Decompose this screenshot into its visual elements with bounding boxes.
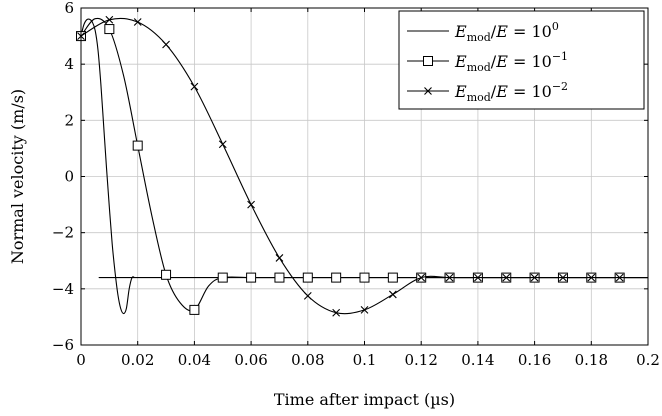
ticks: 0 0.02 0.04 0.06 0.08 0.1 0.12 0.14 0.16 0.18 0.2 −… (52, 0, 660, 369)
y-tick-label: 2 (64, 111, 74, 129)
legend-entry-1: Emod/E = 100 (454, 20, 559, 44)
data-point-cross (247, 200, 255, 209)
data-point-square (387, 272, 398, 283)
y-tick-label: −6 (52, 336, 74, 354)
data-point-cross (133, 18, 142, 26)
data-point-cross (360, 306, 369, 314)
y-tick-label: 0 (64, 168, 74, 186)
data-point-square (359, 272, 370, 283)
legend-marker-square (423, 56, 433, 66)
data-point-square (161, 269, 172, 280)
data-point-cross (559, 273, 567, 282)
data-point-cross (190, 82, 199, 91)
x-tick-label: 0.08 (291, 351, 324, 369)
series-group (76, 15, 648, 317)
legend-entry-3: Emod/E = 10−2 (454, 80, 568, 104)
data-point-square (104, 24, 115, 35)
legend-box (398, 10, 645, 110)
legend: Emod/E = 100 Emod/E = 10−1 Emod/E = 10−2 (398, 10, 645, 110)
data-point-cross (530, 273, 539, 282)
series-line (80, 18, 648, 315)
legend-marker-cross (424, 87, 432, 95)
y-tick-label: 6 (64, 0, 74, 17)
data-point-square (217, 272, 228, 283)
x-tick-label: 0.18 (575, 351, 608, 369)
data-point-square (189, 304, 200, 315)
data-point-cross (417, 273, 426, 282)
data-point-cross (332, 308, 341, 317)
x-tick-label: 0.2 (636, 351, 660, 369)
data-point-cross (388, 290, 397, 299)
data-point-square (302, 272, 313, 283)
data-point-square (132, 140, 143, 151)
data-point-cross (218, 140, 227, 149)
x-axis-label: Time after impact (µs) (274, 390, 455, 409)
series-1 (80, 18, 648, 315)
y-tick-label: −2 (52, 224, 74, 242)
data-point-cross (105, 15, 114, 24)
data-point-cross (587, 273, 596, 282)
data-point-cross (275, 254, 284, 262)
y-axis-label: Normal velocity (m/s) (8, 89, 27, 264)
x-tick-label: 0.06 (234, 351, 267, 369)
data-point-cross (615, 273, 624, 282)
data-point-square (246, 272, 257, 283)
x-tick-label: 0 (76, 351, 86, 369)
x-tick-label: 0.02 (121, 351, 154, 369)
y-tick-label: 4 (64, 55, 74, 73)
x-tick-label: 0.04 (178, 351, 211, 369)
data-point-cross (474, 273, 482, 282)
data-point-cross (445, 273, 454, 282)
x-tick-label: 0.14 (461, 351, 494, 369)
data-point-cross (303, 291, 312, 300)
data-point-cross (162, 40, 170, 49)
x-tick-label: 0.16 (518, 351, 551, 369)
series-3 (77, 15, 648, 317)
x-tick-label: 0.1 (353, 351, 377, 369)
legend-entry-2: Emod/E = 10−1 (454, 50, 568, 74)
y-tick-label: −4 (52, 280, 74, 298)
data-point-square (331, 272, 342, 283)
data-point-cross (502, 273, 511, 282)
x-tick-label: 0.12 (404, 351, 437, 369)
data-point-square (274, 272, 285, 283)
